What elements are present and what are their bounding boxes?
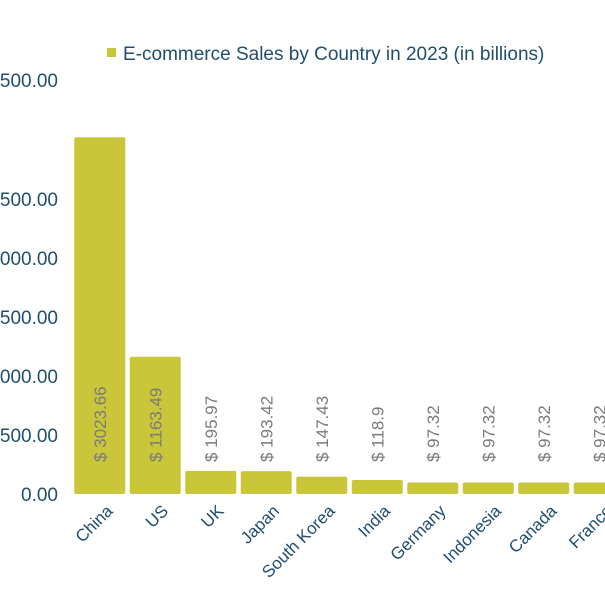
bar	[351, 479, 403, 494]
data-label: $ 97.32	[590, 405, 605, 462]
x-tick-label: Japan	[237, 501, 283, 547]
legend-swatch	[107, 48, 116, 57]
legend: E-commerce Sales by Country in 2023 (in …	[107, 44, 544, 65]
data-label: $ 97.32	[424, 405, 443, 462]
data-label: $ 147.43	[313, 396, 332, 462]
y-tick-label: 1500.00	[0, 308, 58, 329]
bars	[74, 137, 605, 494]
data-label: $ 97.32	[479, 405, 498, 462]
data-label: $ 1163.49	[146, 388, 165, 462]
x-tick-label: India	[355, 501, 395, 541]
bar	[296, 476, 348, 494]
data-label: $ 118.9	[368, 407, 387, 462]
bar	[74, 137, 126, 494]
y-tick-label: 2000.00	[0, 249, 58, 270]
y-tick-label: 3500.00	[0, 71, 58, 92]
x-tick-label: Indonesia	[440, 501, 506, 567]
data-label: $ 3023.66	[91, 386, 110, 462]
x-tick-label: China	[72, 501, 117, 546]
data-label: $ 195.97	[202, 396, 221, 462]
x-tick-label: Canada	[505, 501, 561, 557]
bar	[407, 482, 459, 494]
y-axis: 0.00 500.00 1000.00 1500.00 2000.00 2500.00 35…	[0, 71, 58, 506]
y-tick-label: 2500.00	[0, 190, 58, 211]
bar	[185, 470, 237, 494]
x-tick-label: France	[565, 501, 605, 552]
bar	[518, 482, 570, 494]
data-labels: $ 3023.66 $ 1163.49 $ 195.97 $ 193.42 $ 147.…	[91, 386, 605, 462]
data-label: $ 193.42	[257, 396, 276, 462]
bar	[129, 356, 181, 494]
legend-label: E-commerce Sales by Country in 2023 (in …	[123, 44, 544, 65]
y-tick-label: 1000.00	[0, 367, 58, 388]
x-tick-label: US	[142, 501, 172, 531]
bar	[573, 482, 605, 494]
x-tick-label: UK	[197, 501, 228, 532]
data-label: $ 97.32	[535, 405, 554, 462]
bar	[240, 471, 292, 494]
y-tick-label: 0.00	[21, 485, 58, 506]
y-tick-label: 500.00	[0, 426, 58, 447]
bar	[462, 482, 514, 494]
